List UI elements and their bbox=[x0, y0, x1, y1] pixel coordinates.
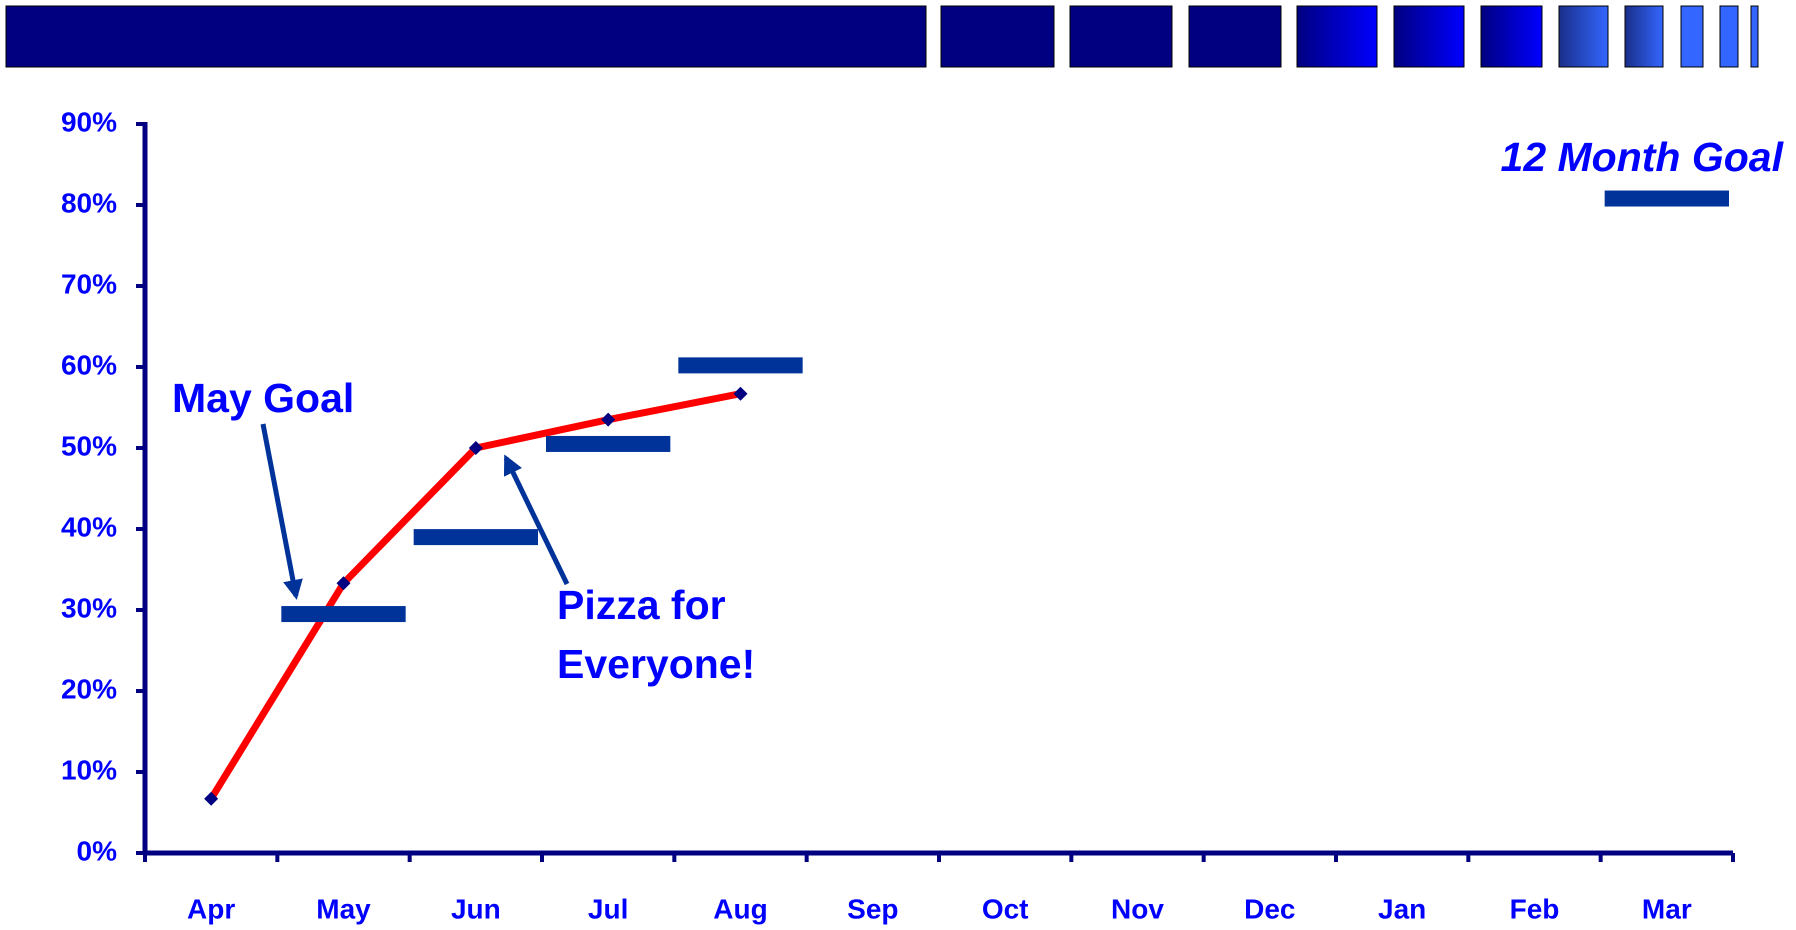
x-tick-label: Sep bbox=[847, 893, 898, 924]
marker bbox=[733, 386, 748, 401]
goal-bar bbox=[413, 529, 538, 546]
y-tick-label: 60% bbox=[61, 349, 117, 380]
marker bbox=[601, 412, 616, 427]
x-tick-label: May bbox=[316, 893, 371, 924]
x-tick-label: Aug bbox=[713, 893, 767, 924]
y-tick-label: 90% bbox=[61, 106, 117, 137]
x-tick-label: Jul bbox=[588, 893, 628, 924]
x-tick-label: Apr bbox=[187, 893, 235, 924]
arrow bbox=[260, 423, 303, 600]
marker bbox=[336, 576, 351, 591]
annotation: 12 Month Goal bbox=[1501, 134, 1785, 180]
annotation: May Goal bbox=[172, 375, 354, 421]
y-tick-label: 0% bbox=[77, 835, 118, 866]
marker bbox=[204, 791, 219, 806]
x-tick-label: Mar bbox=[1642, 893, 1692, 924]
marker bbox=[468, 441, 483, 455]
goal-bar bbox=[546, 435, 671, 452]
goal-bar bbox=[678, 357, 803, 374]
y-tick-label: 10% bbox=[61, 754, 117, 785]
y-tick-label: 40% bbox=[61, 511, 117, 542]
arrow bbox=[503, 454, 570, 586]
y-tick-label: 70% bbox=[61, 268, 117, 299]
annotation: Pizza for bbox=[557, 582, 726, 628]
y-tick-label: 50% bbox=[61, 430, 117, 461]
banner bbox=[5, 5, 1759, 68]
x-tick-label: Nov bbox=[1111, 893, 1164, 924]
x-tick-label: Jun bbox=[451, 893, 501, 924]
goal-bar bbox=[281, 606, 406, 623]
goal-bar bbox=[1604, 190, 1729, 207]
x-tick-label: Dec bbox=[1244, 893, 1295, 924]
y-tick-label: 30% bbox=[61, 592, 117, 623]
x-tick-label: Jan bbox=[1378, 893, 1426, 924]
x-tick-label: Oct bbox=[982, 893, 1029, 924]
annotation: Everyone! bbox=[557, 641, 755, 687]
y-tick-label: 20% bbox=[61, 673, 117, 704]
y-tick-label: 80% bbox=[61, 187, 117, 218]
x-tick-label: Feb bbox=[1510, 893, 1560, 924]
